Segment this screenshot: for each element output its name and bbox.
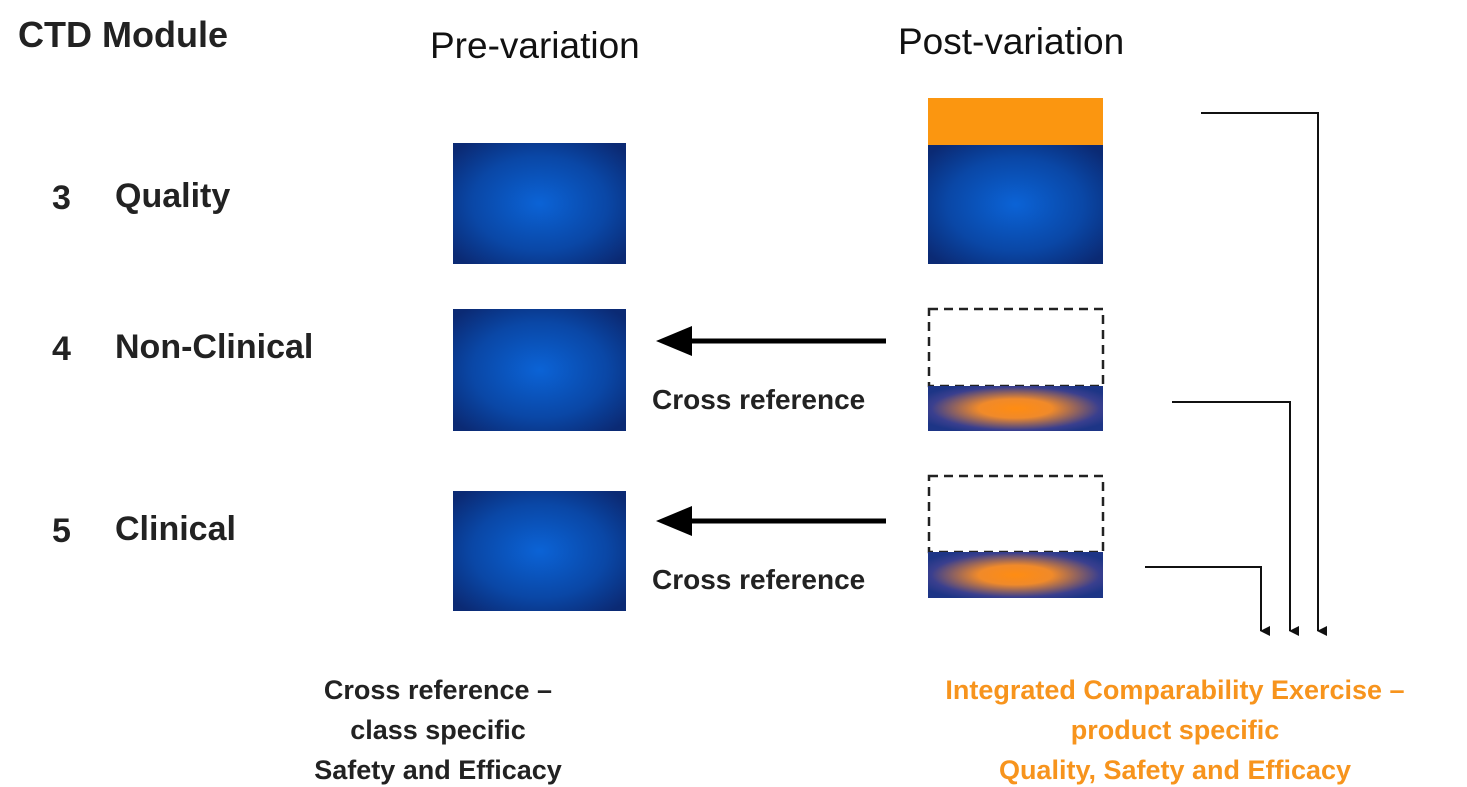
module-label: Non-Clinical — [115, 328, 313, 366]
module-box — [453, 491, 626, 611]
connector — [1172, 401, 1299, 636]
caption: product specific — [1071, 715, 1280, 745]
module-number: 5 — [52, 512, 71, 550]
new-data-box — [928, 98, 1103, 145]
arrowhead — [656, 326, 692, 356]
caption: class specific — [350, 715, 526, 745]
dashed-box — [927, 307, 1105, 388]
arrowhead — [656, 506, 692, 536]
module-label: Clinical — [115, 510, 236, 548]
module-box — [928, 145, 1103, 264]
caption: Quality, Safety and Efficacy — [999, 755, 1351, 785]
header-title: CTD Module — [18, 14, 228, 55]
bridging-box — [928, 386, 1103, 431]
module-number: 3 — [52, 179, 71, 217]
caption: Safety and Efficacy — [314, 755, 562, 785]
module-box — [453, 309, 626, 431]
module-box — [453, 143, 626, 264]
module-number: 4 — [52, 330, 71, 368]
connector — [1145, 566, 1270, 636]
column-header: Pre-variation — [430, 25, 640, 66]
bridging-box — [928, 552, 1103, 598]
module-label: Quality — [115, 177, 230, 215]
column-header: Post-variation — [898, 21, 1124, 62]
cross-reference-label: Cross reference — [652, 564, 865, 595]
connector — [1201, 112, 1327, 636]
cross-reference-label: Cross reference — [652, 384, 865, 415]
dashed-box — [927, 474, 1105, 554]
caption: Integrated Comparability Exercise – — [945, 675, 1404, 705]
caption: Cross reference – — [324, 675, 552, 705]
